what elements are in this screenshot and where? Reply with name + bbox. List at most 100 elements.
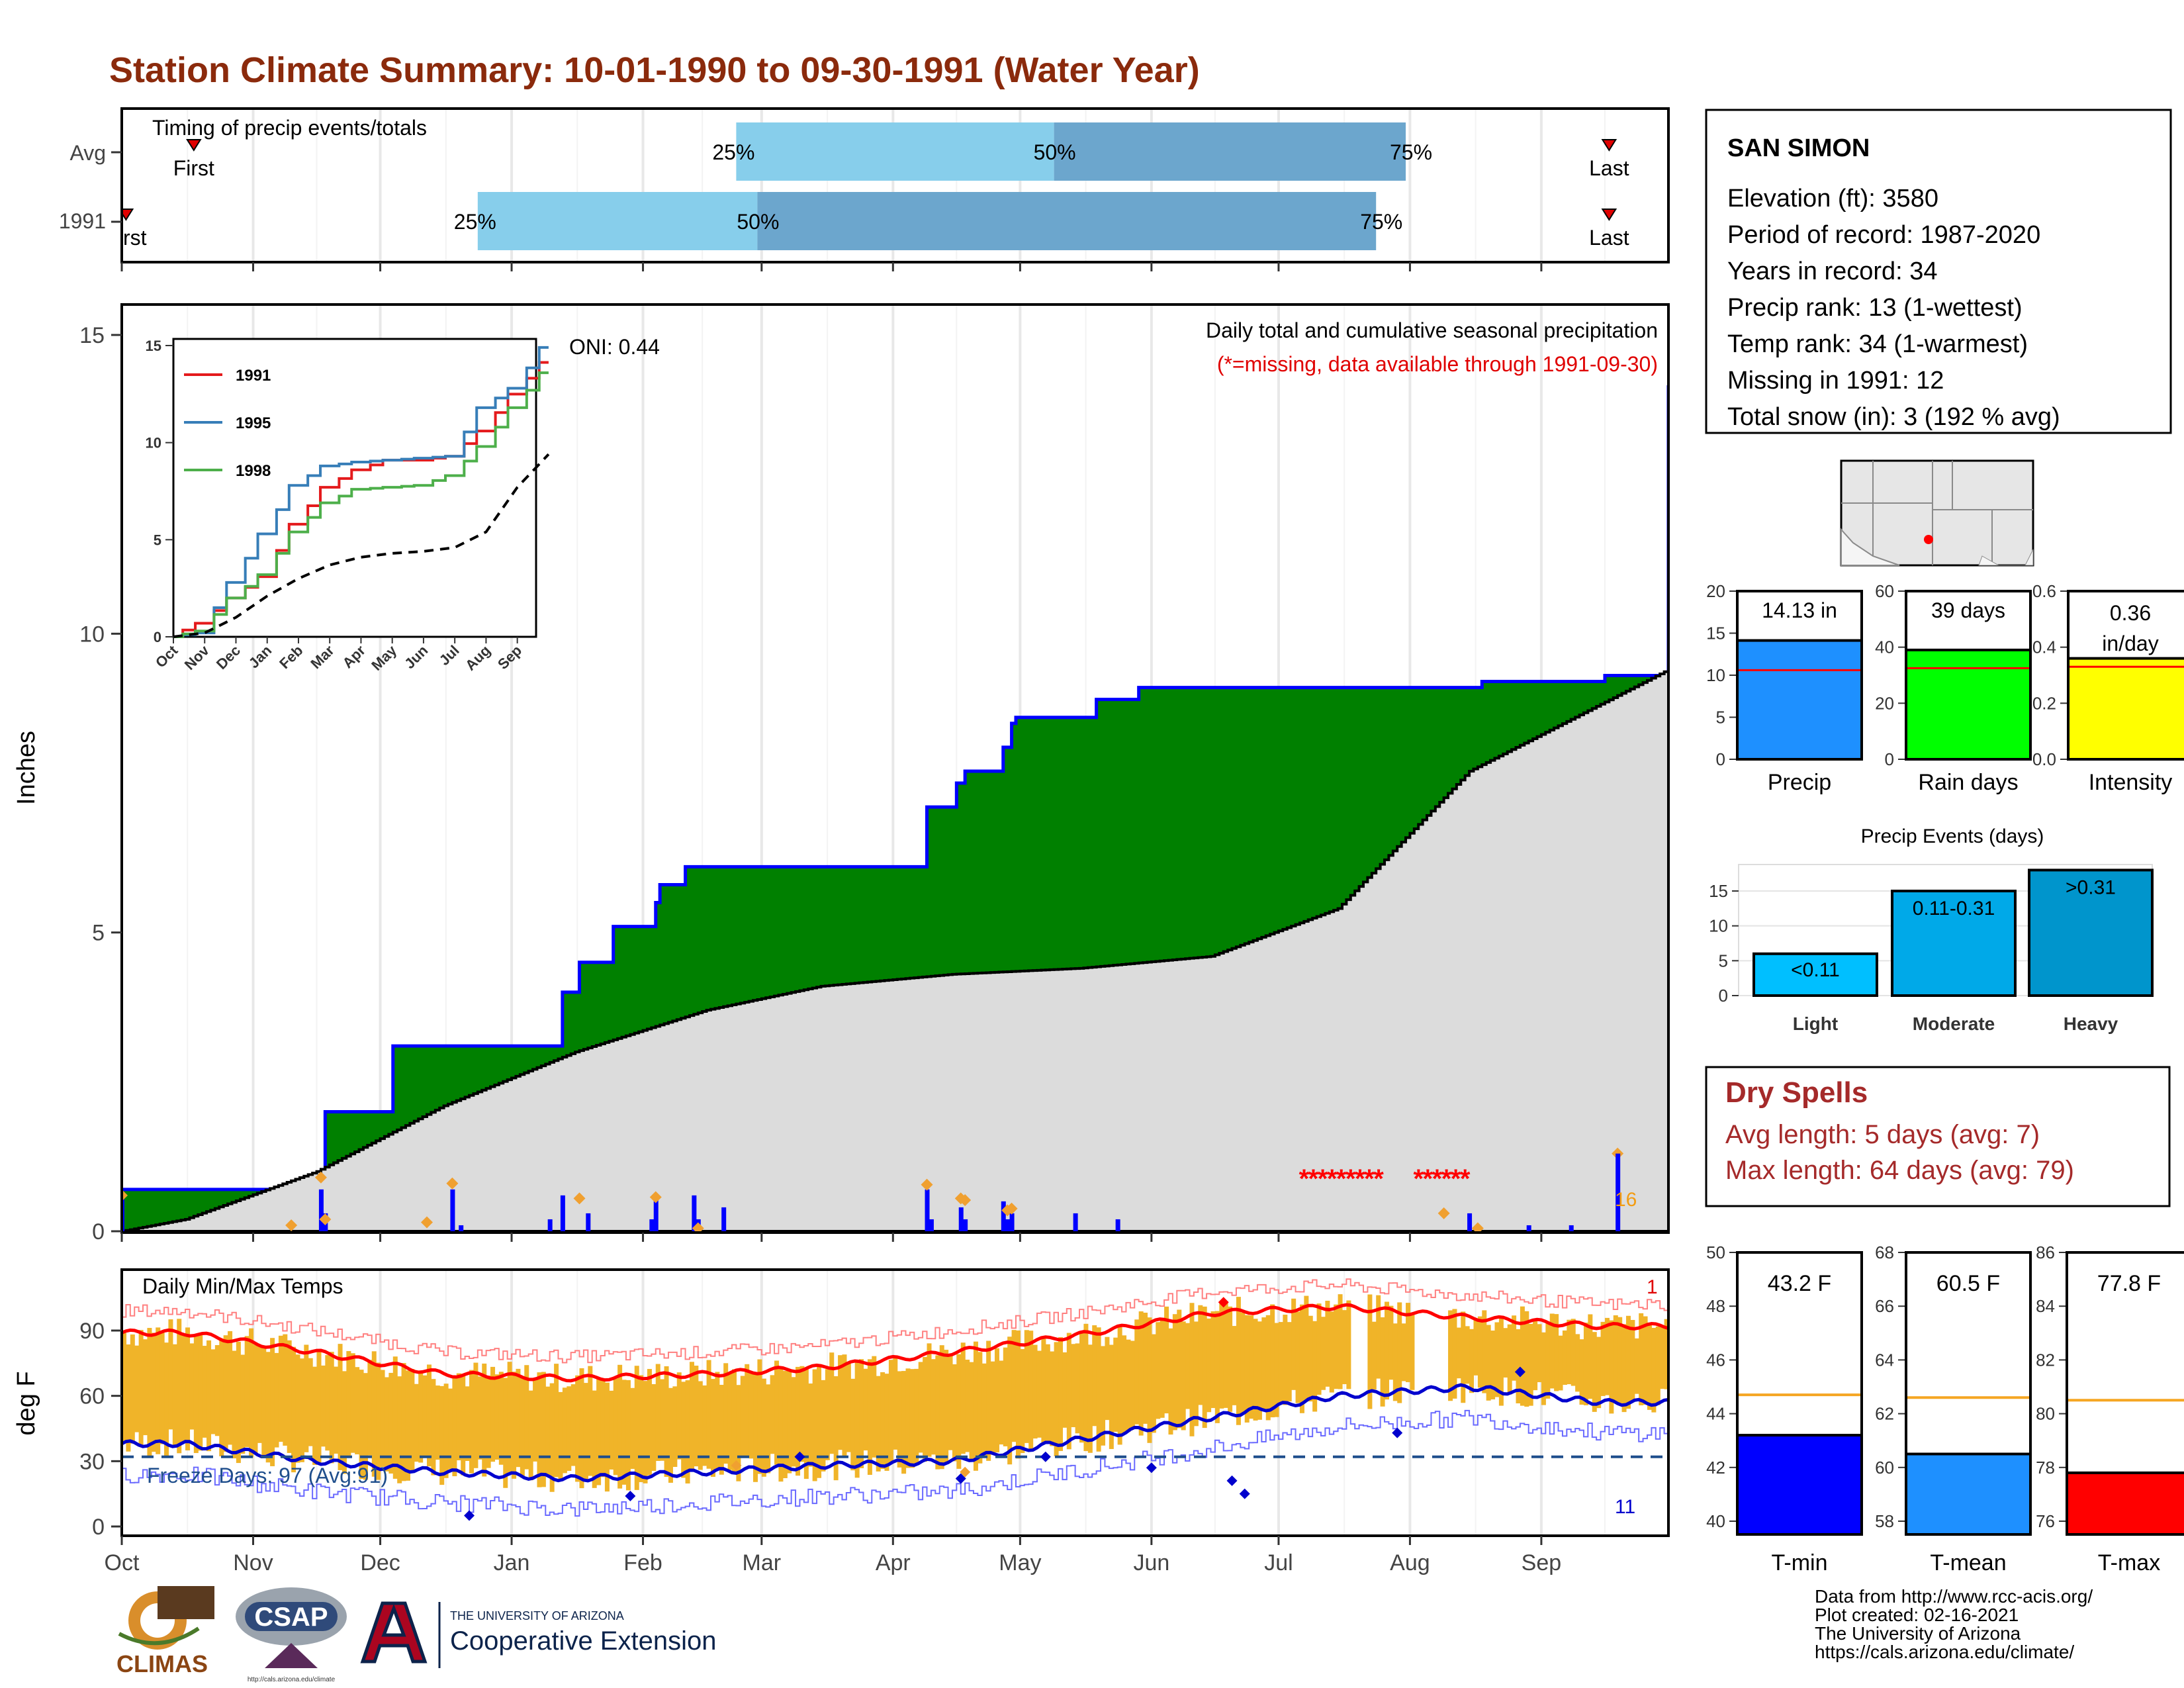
daily-precip-bar bbox=[318, 1189, 324, 1231]
daily-temp-bar bbox=[541, 1372, 546, 1487]
daily-temp-bar bbox=[232, 1350, 237, 1459]
daily-temp-bar bbox=[1138, 1311, 1144, 1436]
missing-marker: * bbox=[1336, 1164, 1347, 1194]
events-bar-range: <0.11 bbox=[1791, 959, 1840, 981]
daily-temp-bar bbox=[1545, 1322, 1551, 1399]
daily-temp-bar bbox=[1380, 1317, 1385, 1407]
daily-precip-bar bbox=[2031, 1213, 2036, 1231]
daily-temp-bar bbox=[1316, 1303, 1322, 1395]
daily-temp-bar bbox=[1376, 1295, 1381, 1379]
temp-mini-tick-label: 40 bbox=[1706, 1511, 1725, 1531]
daily-temp-bar bbox=[325, 1355, 330, 1451]
daily-temp-bar bbox=[461, 1374, 466, 1476]
daily-temp-bar bbox=[965, 1360, 970, 1452]
timing-bar-early bbox=[736, 122, 1054, 181]
daily-precip-bar bbox=[653, 1195, 659, 1231]
mini-value-label: 39 days bbox=[1931, 598, 2005, 622]
daily-temp-bar bbox=[159, 1331, 165, 1444]
daily-temp-bar bbox=[346, 1351, 351, 1458]
daily-temp-bar bbox=[1299, 1304, 1304, 1413]
missing-marker: * bbox=[1460, 1164, 1471, 1194]
daily-temp-bar bbox=[1101, 1346, 1106, 1446]
daily-temp-bar bbox=[1198, 1305, 1203, 1405]
daily-temp-bar bbox=[223, 1335, 228, 1452]
inset-series-1998 bbox=[173, 371, 549, 638]
events-bar-range: >0.31 bbox=[2066, 876, 2116, 898]
daily-temp-bar bbox=[567, 1386, 572, 1471]
daily-temp-bar bbox=[791, 1377, 796, 1467]
daily-temp-bar bbox=[426, 1364, 432, 1467]
daily-temp-bar bbox=[376, 1362, 381, 1480]
inset-y-tick-label: 0 bbox=[154, 629, 161, 645]
daily-temp-bar bbox=[931, 1359, 936, 1455]
daily-temp-bar bbox=[956, 1354, 962, 1469]
precip-heading: Daily total and cumulative seasonal prec… bbox=[1206, 318, 1658, 342]
daily-temp-bar bbox=[655, 1364, 660, 1461]
daily-temp-bar bbox=[435, 1385, 440, 1460]
daily-precip-bar bbox=[1005, 1219, 1011, 1231]
daily-temp-bar bbox=[1283, 1315, 1288, 1405]
station-line-7: Total snow (in): 3 (192 % avg) bbox=[1727, 403, 2060, 431]
record-diamond bbox=[285, 1219, 298, 1231]
daily-temp-bar bbox=[702, 1385, 707, 1466]
daily-precip-bar bbox=[721, 1207, 727, 1231]
daily-temp-bar bbox=[1367, 1294, 1373, 1409]
daily-temp-bar bbox=[745, 1364, 750, 1457]
daily-temp-bar bbox=[1219, 1303, 1224, 1409]
daily-temp-bar bbox=[1325, 1300, 1330, 1387]
daily-temp-bar bbox=[1371, 1321, 1377, 1389]
missing-marker: * bbox=[1327, 1164, 1338, 1194]
daily-temp-bar bbox=[766, 1384, 771, 1474]
temp-mini-label: T-mean bbox=[1930, 1550, 2006, 1575]
daily-temp-bar bbox=[1516, 1329, 1521, 1403]
daily-temp-bar bbox=[206, 1340, 212, 1452]
daily-temp-bar bbox=[388, 1372, 394, 1474]
daily-temp-bar bbox=[604, 1382, 610, 1492]
daily-temp-bar bbox=[990, 1361, 995, 1455]
daily-temp-bar bbox=[901, 1371, 907, 1474]
daily-temp-bar bbox=[1554, 1314, 1559, 1391]
events-category-label: Light bbox=[1793, 1013, 1838, 1034]
daily-temp-bar bbox=[359, 1370, 364, 1479]
record-diamond bbox=[954, 1192, 967, 1205]
daily-temp-bar bbox=[1202, 1306, 1207, 1429]
daily-temp-bar bbox=[1304, 1295, 1309, 1401]
daily-precip-bar bbox=[1073, 1213, 1078, 1231]
daily-temp-bar bbox=[1177, 1309, 1182, 1429]
locator-map bbox=[1840, 459, 2034, 567]
temp-mini-tick-label: 84 bbox=[2036, 1296, 2055, 1316]
daily-temp-bar bbox=[1117, 1325, 1122, 1445]
daily-temp-bar bbox=[676, 1372, 682, 1460]
daily-temp-bar bbox=[316, 1349, 322, 1464]
daily-temp-bar bbox=[261, 1345, 267, 1456]
daily-precip-bar bbox=[963, 1219, 968, 1231]
mini-tick-label: 0.4 bbox=[2032, 637, 2056, 657]
daily-temp-bar bbox=[643, 1381, 648, 1483]
daily-temp-bar bbox=[1032, 1344, 1038, 1439]
daily-temp-bar bbox=[151, 1333, 156, 1452]
daily-temp-bar bbox=[405, 1370, 410, 1481]
daily-temp-bar bbox=[1461, 1311, 1466, 1403]
daily-temp-bar bbox=[516, 1368, 521, 1468]
missing-note: (*=missing, data available through 1991-… bbox=[1217, 352, 1658, 376]
daily-temp-bar bbox=[401, 1363, 406, 1481]
daily-temp-bar bbox=[850, 1378, 856, 1471]
inset-legend-1998: 1998 bbox=[236, 462, 271, 480]
daily-temp-bar bbox=[927, 1343, 932, 1457]
daily-temp-bar bbox=[723, 1363, 729, 1464]
daily-temp-bar bbox=[817, 1364, 822, 1478]
daily-temp-bar bbox=[672, 1386, 678, 1468]
daily-temp-bar bbox=[1206, 1318, 1212, 1413]
mini-tick-label: 0 bbox=[1716, 749, 1725, 769]
daily-temp-bar bbox=[880, 1372, 886, 1469]
daily-temp-bar bbox=[1465, 1326, 1470, 1384]
daily-temp-bar bbox=[371, 1351, 377, 1477]
daily-temp-bar bbox=[1570, 1319, 1576, 1386]
daily-temp-bar bbox=[710, 1379, 715, 1477]
daily-temp-bar bbox=[1028, 1331, 1034, 1451]
daily-temp-bar bbox=[1334, 1304, 1339, 1389]
daily-temp-bar bbox=[736, 1385, 741, 1481]
temp-mini-tick-label: 64 bbox=[1875, 1350, 1894, 1370]
daily-temp-bar bbox=[960, 1342, 966, 1454]
missing-marker: * bbox=[1432, 1164, 1443, 1194]
